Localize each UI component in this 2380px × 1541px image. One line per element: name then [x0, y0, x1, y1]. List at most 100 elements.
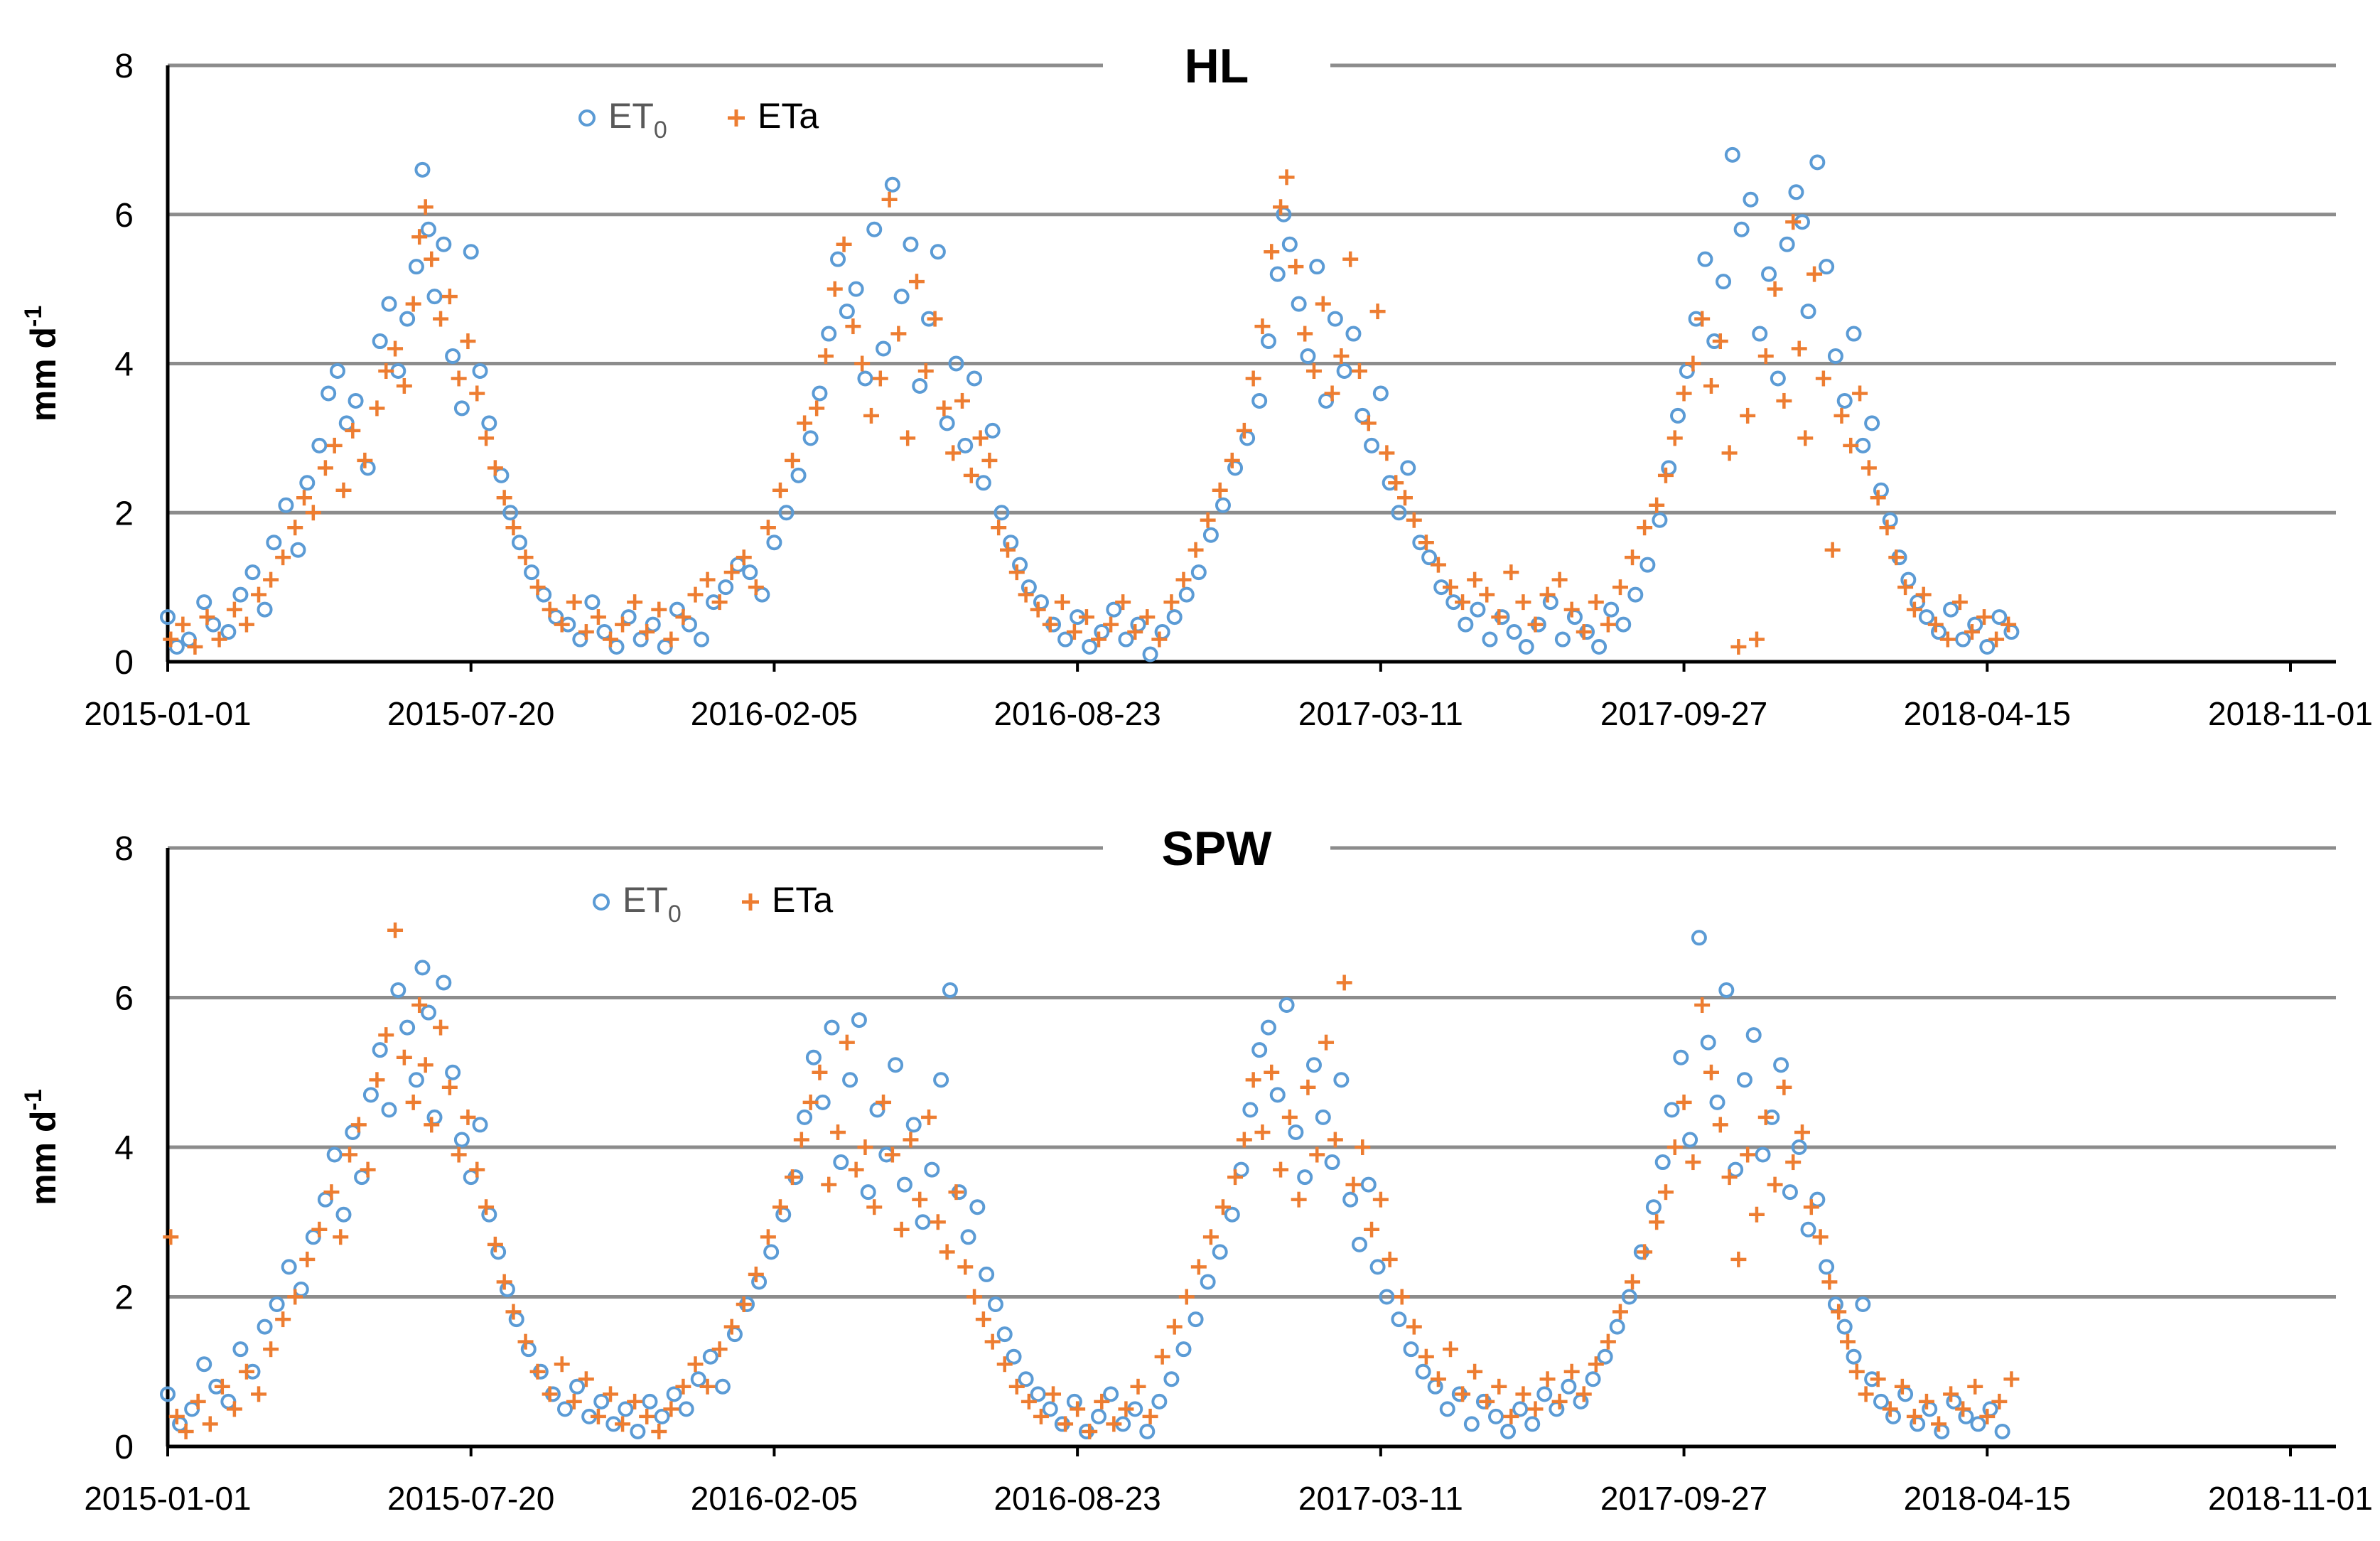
data-point-spw-et0-73 [924, 1161, 940, 1178]
data-point-hl-et0-152 [1761, 266, 1777, 282]
data-point-spw-eta-152 [1767, 1176, 1783, 1193]
data-point-spw-eta-57 [772, 1199, 788, 1215]
data-point-spw-eta-80 [984, 1333, 1001, 1350]
data-point-spw-et0-155 [1791, 1139, 1807, 1155]
data-point-spw-eta-93 [1142, 1408, 1158, 1424]
data-point-spw-et0-98 [1200, 1274, 1216, 1290]
data-point-spw-eta-87 [1070, 1401, 1086, 1417]
data-point-spw-et0-145 [1700, 1034, 1716, 1051]
data-point-hl-eta-39 [566, 594, 582, 611]
data-point-hl-eta-31 [478, 430, 495, 446]
data-point-spw-et0-25 [420, 1004, 436, 1021]
data-point-hl-eta-174 [1976, 609, 1993, 625]
data-point-spw-eta-44 [615, 1416, 631, 1432]
data-point-hl-et0-11 [290, 542, 306, 558]
data-point-hl-et0-106 [1281, 236, 1298, 252]
data-point-spw-eta-138 [1637, 1244, 1653, 1260]
data-point-spw-et0-136 [1609, 1319, 1625, 1335]
data-point-hl-eta-2 [187, 639, 203, 655]
data-point-spw-eta-100 [1227, 1169, 1244, 1186]
data-point-hl-et0-99 [1215, 497, 1231, 513]
data-point-spw-eta-107 [1291, 1191, 1307, 1208]
data-point-hl-eta-140 [1657, 467, 1674, 483]
data-point-hl-et0-7 [244, 564, 261, 581]
data-point-hl-et0-5 [220, 624, 237, 640]
data-point-hl-eta-38 [554, 616, 570, 633]
data-point-hl-eta-26 [433, 311, 449, 327]
data-point-hl-et0-136 [1603, 601, 1620, 618]
data-point-spw-eta-52 [711, 1341, 728, 1358]
data-point-hl-et0-93 [1142, 646, 1158, 662]
data-point-hl-eta-91 [1127, 624, 1143, 640]
data-point-spw-et0-128 [1512, 1401, 1529, 1417]
y-axis-label-spw: mm d-1 [20, 1089, 63, 1206]
data-point-spw-eta-98 [1202, 1229, 1219, 1245]
data-point-spw-et0-84 [1030, 1386, 1046, 1402]
legend-marker-spw-et0 [593, 893, 610, 911]
data-point-hl-et0-103 [1260, 333, 1276, 350]
data-point-spw-eta-130 [1539, 1371, 1556, 1387]
data-point-hl-et0-36 [524, 564, 540, 581]
data-point-spw-eta-86 [1057, 1416, 1074, 1432]
data-point-hl-eta-148 [1730, 639, 1747, 655]
legend-marker-hl-et0 [578, 109, 596, 127]
data-point-spw-et0-126 [1488, 1408, 1504, 1424]
data-point-hl-eta-141 [1666, 430, 1683, 446]
data-point-hl-eta-153 [1776, 392, 1792, 409]
chart-title-hl: HL [1185, 39, 1249, 93]
data-point-spw-eta-47 [651, 1423, 667, 1439]
data-point-hl-et0-35 [511, 535, 527, 551]
data-point-spw-et0-118 [1391, 1311, 1407, 1328]
y-tick-label-spw-4: 4 [114, 1129, 134, 1167]
data-point-spw-et0-111 [1324, 1154, 1340, 1171]
data-point-spw-eta-75 [939, 1244, 955, 1260]
data-point-spw-eta-129 [1527, 1401, 1544, 1417]
data-point-hl-et0-78 [975, 475, 991, 491]
data-point-hl-et0-175 [1979, 639, 1996, 655]
data-point-hl-eta-74 [945, 445, 962, 461]
data-point-hl-et0-142 [1670, 407, 1686, 424]
data-point-hl-et0-159 [1819, 259, 1835, 275]
data-point-hl-et0-74 [939, 415, 955, 431]
data-point-hl-eta-165 [1879, 520, 1895, 536]
data-point-hl-eta-34 [505, 520, 522, 536]
data-point-hl-eta-23 [411, 229, 428, 245]
data-point-hl-et0-111 [1327, 311, 1343, 327]
data-point-hl-eta-132 [1563, 601, 1580, 618]
data-point-spw-et0-104 [1260, 1019, 1276, 1036]
x-tick-label-spw-7: 2018-11-01 [2208, 1480, 2373, 1517]
data-point-hl-eta-67 [881, 191, 898, 208]
data-point-hl-eta-116 [1379, 445, 1395, 461]
data-point-hl-et0-155 [1788, 184, 1804, 200]
y-tick-label-hl-0: 0 [114, 644, 134, 682]
data-point-hl-eta-47 [663, 631, 679, 648]
data-point-hl-et0-104 [1269, 266, 1286, 282]
data-point-hl-eta-63 [845, 318, 861, 335]
data-point-spw-et0-75 [942, 982, 958, 998]
data-point-hl-eta-15 [335, 482, 352, 498]
data-point-spw-eta-0 [163, 1229, 179, 1245]
data-point-spw-eta-141 [1666, 1139, 1683, 1155]
data-point-spw-et0-122 [1439, 1401, 1455, 1417]
data-point-hl-et0-95 [1166, 609, 1183, 625]
data-point-spw-eta-123 [1455, 1386, 1471, 1402]
data-point-spw-et0-14 [326, 1147, 343, 1163]
data-point-spw-et0-120 [1415, 1363, 1431, 1380]
data-point-spw-eta-113 [1345, 1176, 1362, 1193]
data-point-spw-eta-99 [1215, 1199, 1231, 1215]
data-point-hl-eta-150 [1748, 631, 1765, 648]
data-point-hl-et0-19 [372, 333, 388, 350]
data-point-hl-et0-135 [1591, 639, 1608, 655]
data-point-spw-et0-81 [996, 1326, 1013, 1343]
data-point-spw-et0-22 [399, 1019, 416, 1036]
data-point-spw-et0-96 [1175, 1341, 1192, 1358]
data-point-hl-eta-35 [517, 549, 534, 566]
data-point-hl-eta-0 [163, 631, 179, 648]
data-point-hl-et0-15 [329, 363, 345, 379]
data-point-spw-eta-3 [190, 1393, 206, 1410]
data-point-hl-et0-115 [1364, 437, 1380, 453]
data-point-hl-eta-32 [487, 460, 503, 476]
data-point-hl-eta-134 [1588, 594, 1604, 611]
data-point-hl-et0-176 [1991, 609, 2008, 625]
data-point-spw-eta-164 [1882, 1401, 1898, 1417]
